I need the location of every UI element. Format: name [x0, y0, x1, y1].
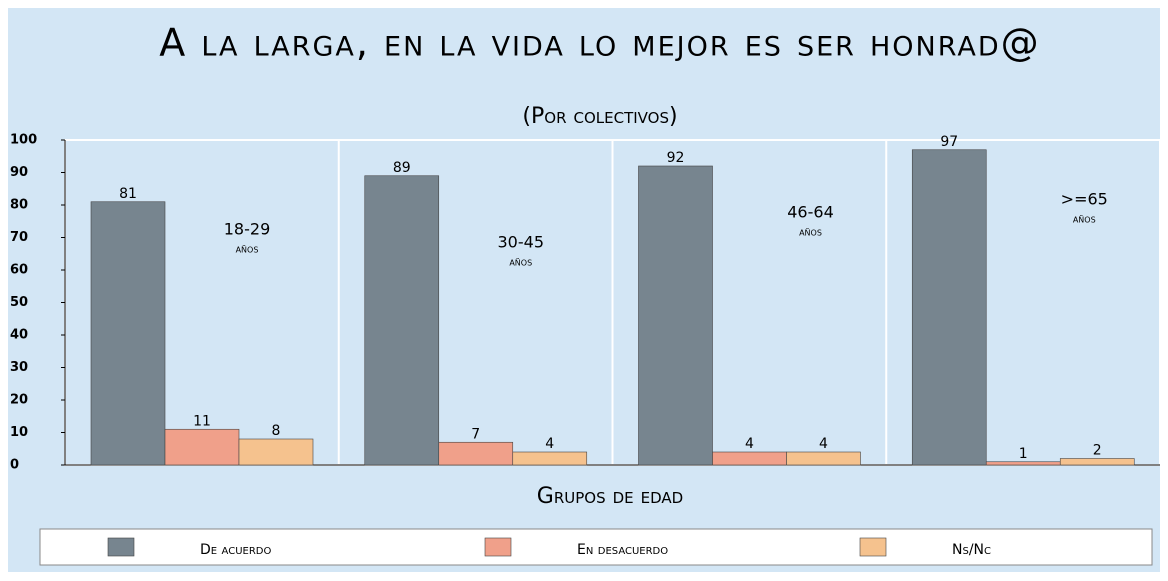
value-label: 1	[1019, 446, 1028, 462]
y-tick-label: 80	[10, 198, 28, 213]
value-label: 2	[1093, 443, 1102, 459]
chart-title: A la larga, en la vida lo mejor es ser h…	[159, 21, 1040, 65]
legend-swatch	[860, 538, 886, 556]
legend-label: De acuerdo	[200, 542, 271, 558]
category-unit: años	[509, 255, 532, 269]
category-unit: años	[799, 225, 822, 239]
bar	[639, 166, 713, 465]
y-tick-label: 70	[10, 230, 28, 245]
value-label: 4	[745, 436, 754, 452]
y-tick-label: 30	[10, 360, 28, 375]
y-tick-label: 60	[10, 263, 28, 278]
bar	[91, 202, 165, 465]
x-axis-label: Grupos de edad	[537, 484, 683, 509]
value-label: 4	[819, 436, 828, 452]
bar	[439, 442, 513, 465]
value-label: 8	[272, 423, 281, 439]
y-tick-label: 0	[10, 458, 19, 473]
value-label: 7	[471, 426, 480, 442]
chart: A la larga, en la vida lo mejor es ser h…	[0, 0, 1168, 577]
legend-swatch	[108, 538, 134, 556]
value-label: 11	[193, 413, 211, 429]
category-label: 30-45	[498, 233, 545, 252]
value-label: 4	[545, 436, 554, 452]
value-label: 89	[393, 160, 411, 176]
y-tick-label: 10	[10, 425, 28, 440]
y-tick-label: 90	[10, 165, 28, 180]
category-label: 46-64	[787, 203, 834, 222]
bar	[513, 452, 587, 465]
bar	[365, 176, 439, 465]
bar	[713, 452, 787, 465]
category-unit: años	[1073, 212, 1096, 226]
value-label: 92	[667, 150, 685, 166]
value-label: 81	[119, 186, 137, 202]
y-tick-label: 100	[10, 133, 37, 148]
y-tick-label: 50	[10, 295, 28, 310]
y-tick-label: 40	[10, 328, 28, 343]
bar	[912, 150, 986, 465]
y-tick-label: 20	[10, 393, 28, 408]
category-label: >=65	[1061, 190, 1108, 209]
bar	[787, 452, 861, 465]
value-label: 97	[940, 134, 958, 150]
legend-swatch	[485, 538, 511, 556]
bar	[986, 462, 1060, 465]
bar	[239, 439, 313, 465]
bar	[1060, 459, 1134, 466]
category-unit: años	[236, 242, 259, 256]
legend-label: Ns/Nc	[952, 542, 991, 558]
chart-subtitle: (Por colectivos)	[522, 104, 677, 129]
legend-label: En desacuerdo	[577, 542, 668, 558]
category-label: 18-29	[224, 220, 271, 239]
bar	[165, 429, 239, 465]
